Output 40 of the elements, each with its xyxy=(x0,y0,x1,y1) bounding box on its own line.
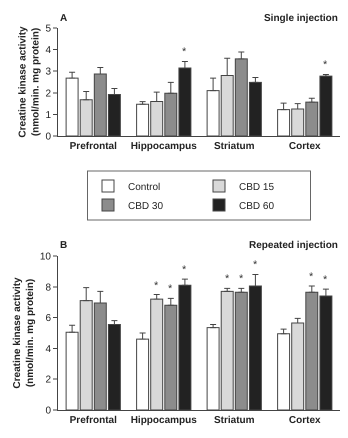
chart-subtitle: Single injection xyxy=(264,13,338,24)
x-tick-label: Cortex xyxy=(288,415,322,426)
y-tick-label: 0 xyxy=(45,406,52,416)
data-label: * xyxy=(182,46,187,58)
x-tick-label: Cortex xyxy=(288,141,322,152)
y-tick-label: 1 xyxy=(45,110,52,121)
chart-subtitle: Repeated injection xyxy=(249,240,338,251)
legend-label: Control xyxy=(128,182,160,193)
legend-label: CBD 15 xyxy=(239,182,274,193)
y-tick-label: 3 xyxy=(45,66,52,78)
x-tick-label: Prefrontal xyxy=(70,141,118,152)
y-tick-label: 6 xyxy=(45,313,52,324)
data-label: * xyxy=(168,283,173,295)
x-tick-label: Hippocampus xyxy=(130,415,198,426)
data-label: * xyxy=(253,259,258,271)
y-tick-label: 8 xyxy=(45,282,52,294)
data-label: * xyxy=(182,264,187,276)
x-tick-label: Prefrontal xyxy=(70,415,118,426)
x-tick-label: Striatum xyxy=(214,415,255,426)
y-tick-label: 4 xyxy=(45,45,52,56)
x-tick-label: Striatum xyxy=(214,141,255,152)
y-tick-label: 4 xyxy=(45,344,52,355)
x-tick-label: Hippocampus xyxy=(130,141,198,152)
chart-title: A xyxy=(60,13,68,24)
legend-label: CBD 60 xyxy=(239,200,274,212)
y-tick-label: 2 xyxy=(45,88,52,100)
y-tick-label: 0 xyxy=(45,132,52,142)
legend-label: CBD 30 xyxy=(128,200,164,212)
data-label: * xyxy=(225,273,230,285)
y-tick-label: 5 xyxy=(45,24,52,34)
y-axis-title: Creatine kinase activity (nmol/min. mg protein) xyxy=(17,26,42,138)
data-label: * xyxy=(309,271,314,283)
chart-title: B xyxy=(60,240,68,251)
data-label: * xyxy=(323,274,328,286)
data-label: * xyxy=(239,273,244,285)
y-axis-title: Creatine kinase activity (nmol/min. mg protein) xyxy=(12,276,36,389)
data-label: * xyxy=(323,59,328,71)
y-tick-label: 2 xyxy=(45,374,52,386)
y-tick-label: 10 xyxy=(40,252,52,262)
data-label: * xyxy=(154,280,159,292)
